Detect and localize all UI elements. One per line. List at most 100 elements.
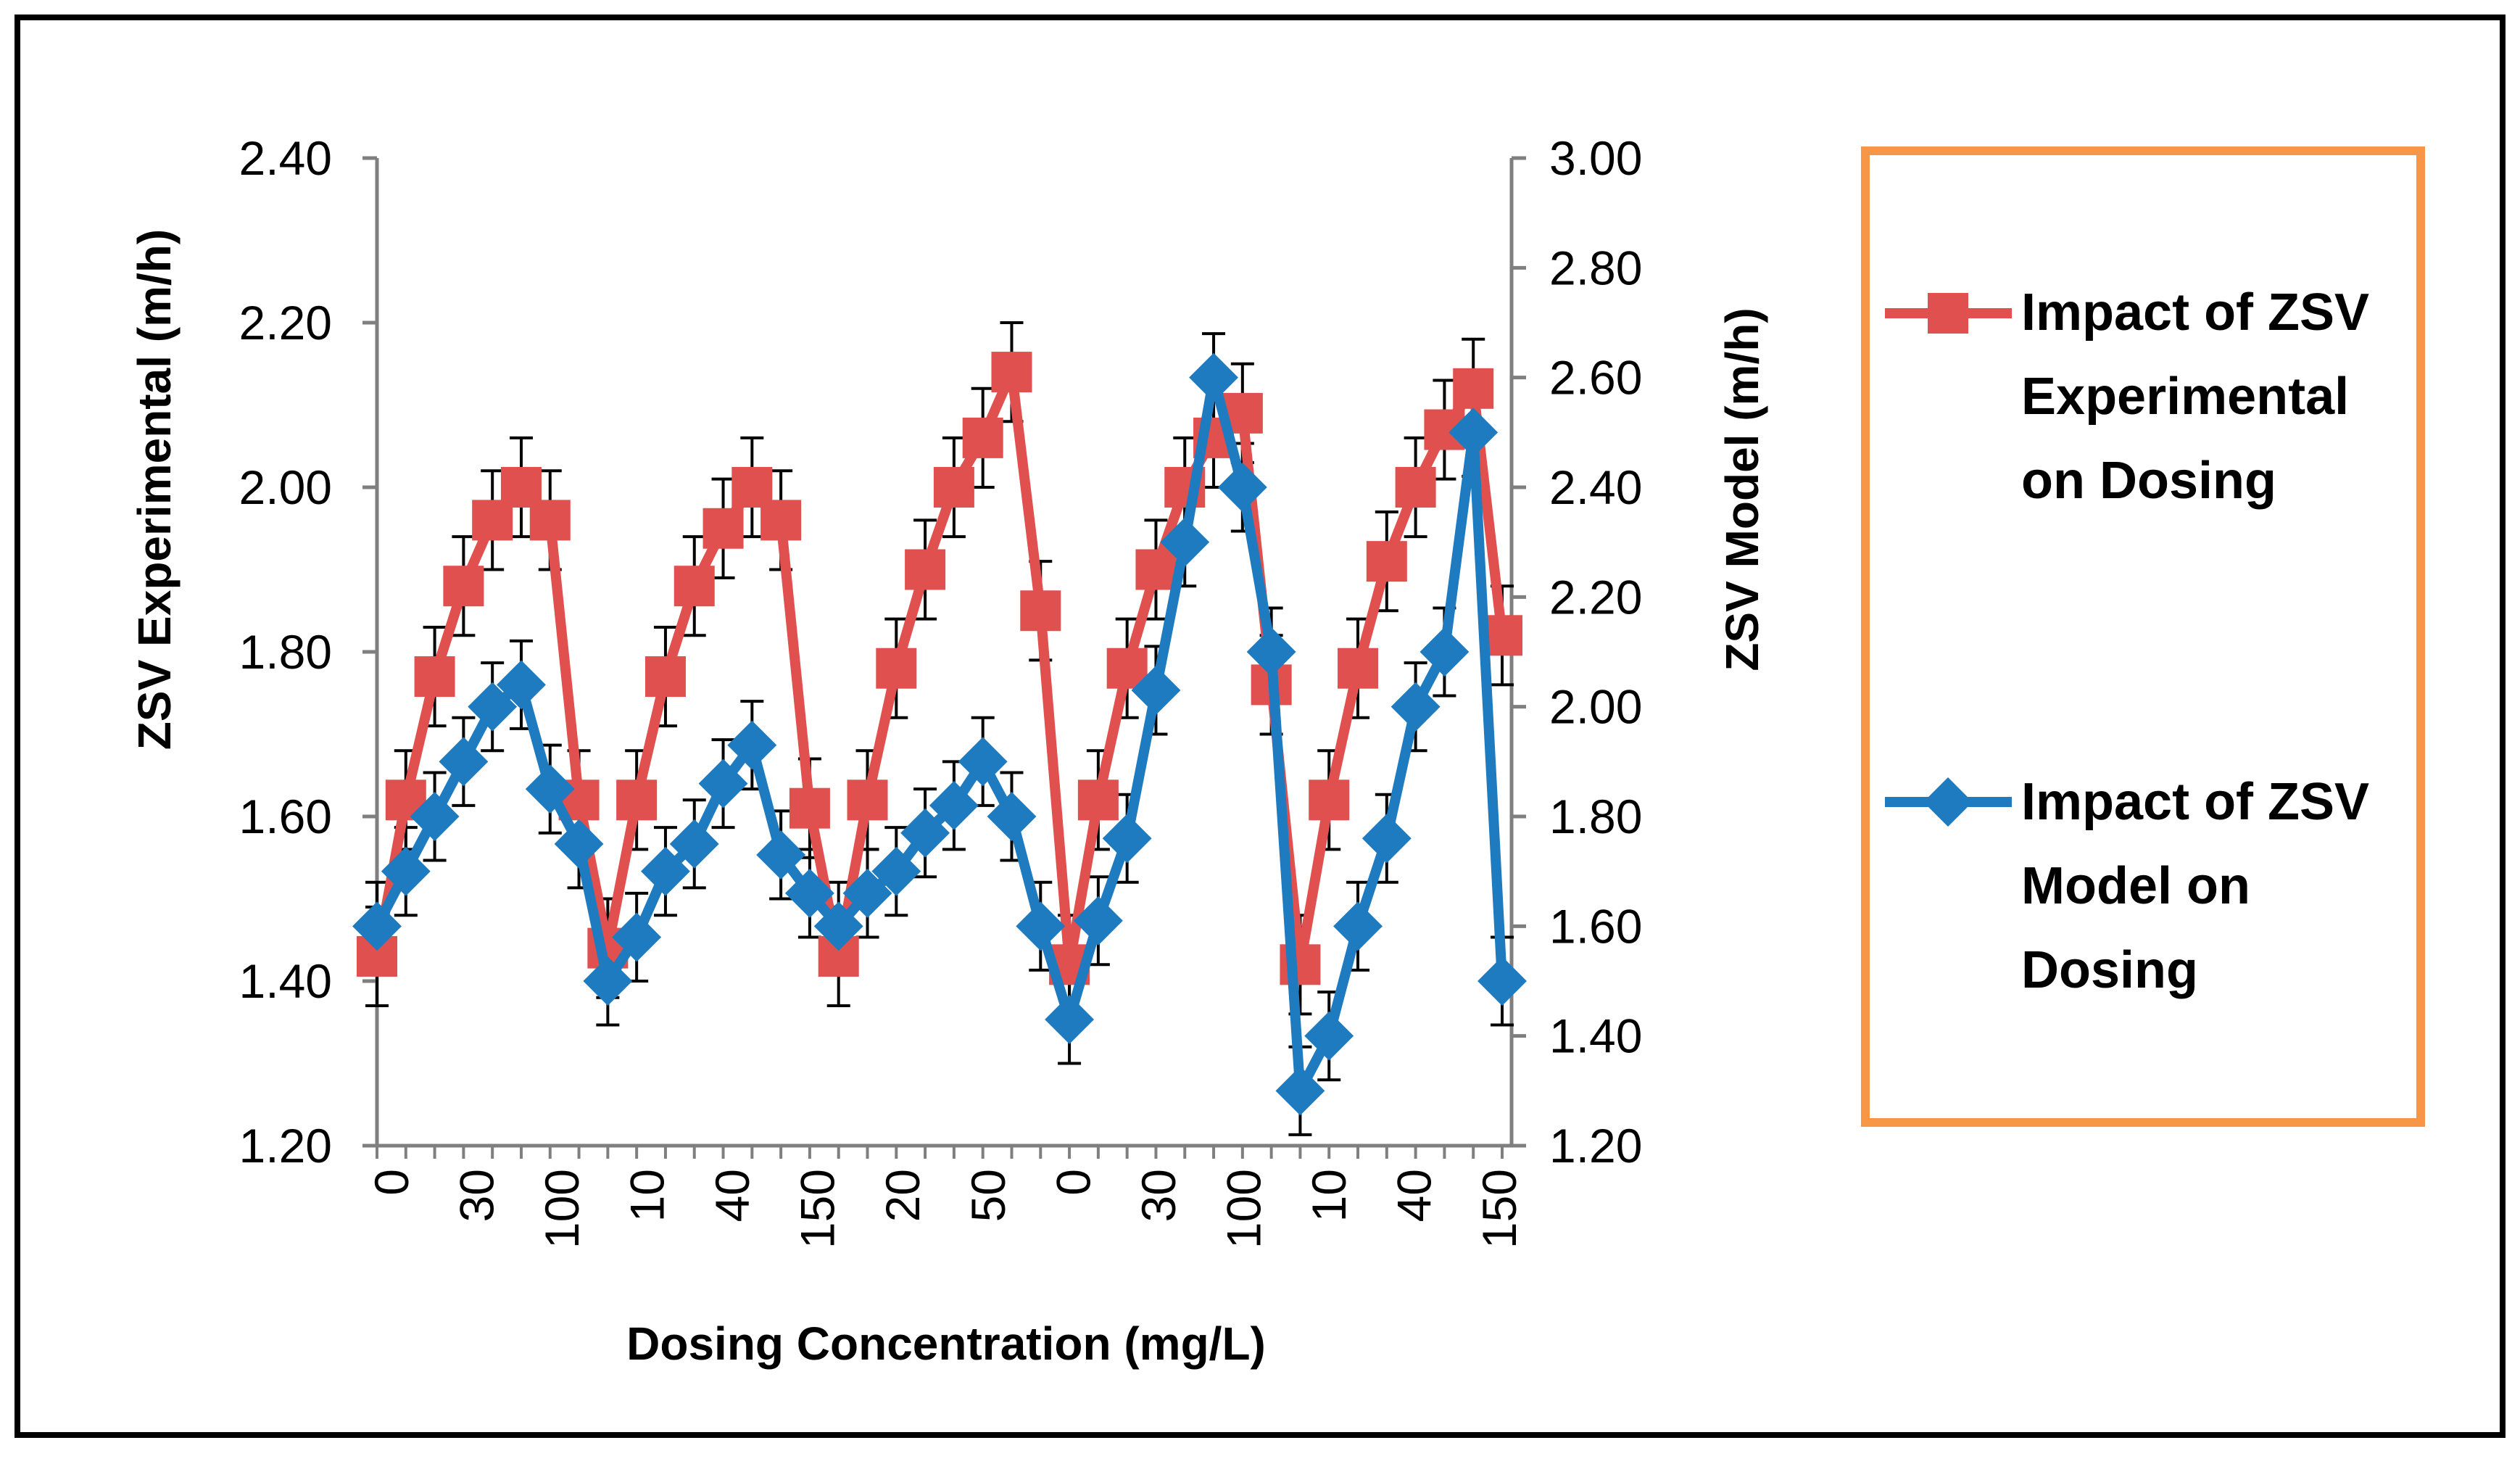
point-model — [1275, 1066, 1325, 1116]
series-line-model — [372, 372, 1507, 1096]
point-model — [1390, 682, 1441, 732]
point-model — [1333, 901, 1383, 951]
point-experimental — [1309, 779, 1350, 821]
legend-label-model: Impact of ZSV Model on Dosing — [2021, 773, 2384, 999]
point-model — [525, 764, 575, 814]
point-model — [554, 819, 604, 869]
point-model — [958, 737, 1008, 787]
point-model — [698, 758, 748, 808]
point-model — [1102, 814, 1152, 864]
series-line-experimental — [372, 367, 1507, 970]
point-model — [1304, 1011, 1354, 1061]
point-experimental — [414, 656, 455, 698]
point-model — [1016, 901, 1066, 951]
point-experimental — [905, 549, 946, 590]
legend-label-experimental: Impact of ZSV Experimental on Dosing — [2021, 284, 2384, 510]
point-experimental — [933, 467, 974, 508]
point-model — [583, 956, 633, 1006]
x-tick-label: 150 — [1472, 1169, 1526, 1249]
point-model — [756, 830, 806, 880]
point-experimental — [1338, 648, 1379, 689]
point-model — [813, 901, 863, 951]
point-model — [1073, 896, 1123, 946]
point-model — [1361, 814, 1412, 864]
point-model — [410, 792, 460, 841]
y2-tick-label: 2.60 — [1549, 351, 1642, 405]
point-experimental — [991, 352, 1032, 393]
point-model — [352, 901, 402, 951]
y2-tick-label: 1.20 — [1549, 1119, 1642, 1173]
point-experimental — [673, 566, 715, 607]
point-experimental — [1135, 549, 1177, 590]
y2-tick-label: 1.80 — [1549, 790, 1642, 843]
x-tick-label: 30 — [450, 1169, 504, 1222]
point-experimental — [702, 508, 744, 549]
x-tick-label: 0 — [365, 1169, 418, 1196]
y2-tick-label: 3.00 — [1549, 131, 1642, 185]
y2-tick-label: 2.40 — [1549, 460, 1642, 514]
point-model — [842, 868, 892, 918]
point-model — [1419, 627, 1470, 677]
point-experimental — [962, 417, 1003, 458]
point-model — [900, 808, 950, 858]
point-model — [929, 780, 979, 830]
point-experimental — [1077, 779, 1119, 821]
point-model — [497, 660, 546, 710]
y2-tick-label: 1.40 — [1549, 1009, 1642, 1063]
y-tick-label: 1.80 — [239, 625, 332, 679]
point-model — [1045, 995, 1095, 1044]
legend: Impact of ZSV Experimental on Dosing Imp… — [1861, 146, 2425, 1127]
point-model — [641, 846, 690, 896]
point-model — [612, 912, 662, 962]
y-tick-label: 2.00 — [239, 460, 332, 514]
point-model — [439, 737, 489, 787]
x-tick-label: 100 — [1217, 1169, 1270, 1249]
y2-axis-title: ZSV Model (m/h) — [1716, 307, 1768, 671]
x-tick-label: 30 — [1132, 1169, 1185, 1222]
y2-tick-label: 1.60 — [1549, 899, 1642, 953]
point-model — [1217, 463, 1267, 512]
point-experimental — [616, 779, 658, 821]
y-axis-title: ZSV Experimental (m/h) — [128, 229, 181, 750]
legend-marker-experimental — [1928, 293, 1968, 334]
point-model — [784, 868, 834, 918]
x-tick-label: 100 — [535, 1169, 589, 1249]
x-tick-label: 50 — [961, 1169, 1015, 1222]
x-tick-label: 40 — [705, 1169, 759, 1222]
y-tick-label: 2.40 — [239, 131, 332, 185]
point-experimental — [1020, 590, 1061, 632]
point-model — [1448, 408, 1499, 458]
point-experimental — [760, 500, 802, 541]
x-tick-label: 150 — [791, 1169, 845, 1249]
point-model — [381, 846, 431, 896]
y2-tick-label: 2.00 — [1549, 680, 1642, 734]
y-tick-label: 1.60 — [239, 790, 332, 843]
point-experimental — [644, 656, 686, 698]
point-model — [1246, 627, 1296, 677]
point-model — [1160, 517, 1210, 567]
x-axis-title: Dosing Concentration (mg/L) — [626, 1318, 1266, 1370]
y-tick-label: 1.40 — [239, 954, 332, 1008]
y-tick-label: 1.20 — [239, 1119, 332, 1173]
point-experimental — [1395, 467, 1436, 508]
x-tick-label: 0 — [1046, 1169, 1100, 1196]
y2-tick-label: 2.20 — [1549, 570, 1642, 624]
x-tick-label: 20 — [876, 1169, 929, 1222]
point-experimental — [529, 500, 571, 541]
point-experimental — [876, 648, 917, 689]
legend-marker-model — [1923, 777, 1973, 827]
point-model — [1477, 956, 1527, 1006]
x-tick-label: 10 — [621, 1169, 674, 1222]
x-tick-label: 10 — [1302, 1169, 1356, 1222]
point-model — [669, 819, 719, 869]
y2-tick-label: 2.80 — [1549, 241, 1642, 294]
point-model — [1131, 666, 1181, 715]
point-experimental — [1453, 368, 1494, 409]
point-model — [1189, 352, 1238, 402]
y-tick-label: 2.20 — [239, 296, 332, 350]
point-model — [871, 846, 921, 896]
point-experimental — [443, 566, 484, 607]
point-experimental — [1366, 541, 1407, 582]
x-tick-label: 40 — [1387, 1169, 1441, 1222]
